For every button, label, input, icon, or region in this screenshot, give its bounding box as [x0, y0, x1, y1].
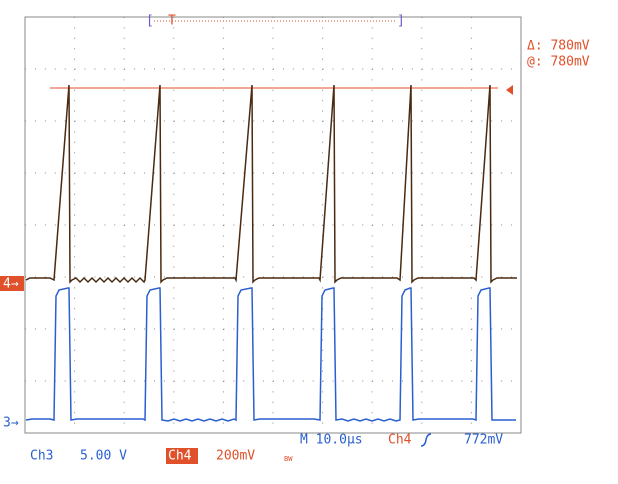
graticule: [25, 17, 521, 433]
ch3-label: Ch3: [30, 449, 53, 464]
trigger-level: 772mV: [464, 433, 503, 448]
cursor-at: @: 780mV: [527, 55, 590, 70]
bandwidth-limit: BW: [284, 455, 293, 463]
ch4-marker-box: [0, 276, 24, 291]
ch3-scale: 5.00 V: [80, 449, 127, 464]
ch3-waveform: [25, 287, 516, 422]
trigger-marker: T: [168, 14, 176, 29]
trigger-source: Ch4: [388, 433, 412, 448]
cursor-arrow: [506, 85, 513, 95]
trigger-slope: [420, 433, 432, 447]
cursor-delta: Δ: 780mV: [527, 39, 590, 54]
ch4-scale: 200mV: [216, 449, 255, 464]
bracket: ]: [397, 14, 405, 29]
ch4-label-box: [166, 448, 198, 464]
bracket: [: [146, 14, 154, 29]
ch4-waveform: [25, 84, 517, 284]
ch4-marker: 4→: [3, 277, 19, 292]
ch4-label: Ch4: [168, 449, 192, 464]
timebase: M 10.0µs: [300, 433, 363, 448]
ch3-marker: 3→: [3, 416, 19, 431]
